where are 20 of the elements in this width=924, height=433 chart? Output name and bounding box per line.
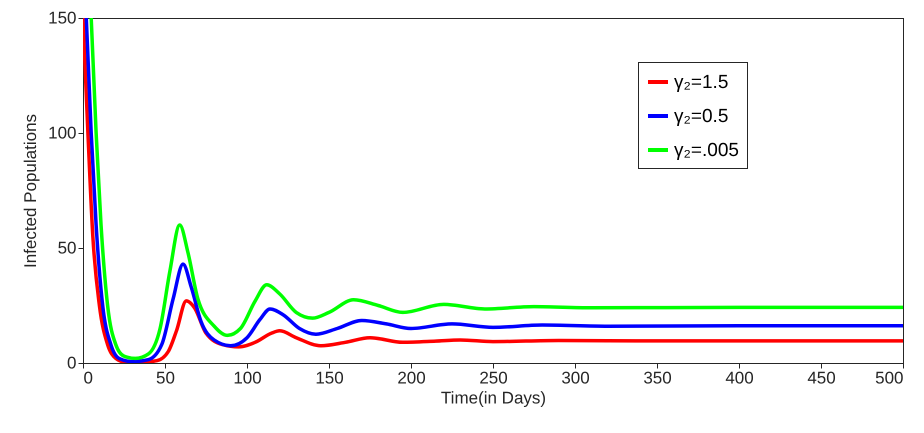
x-axis-title: Time(in Days) [440, 388, 546, 408]
y-tick-label: 100 [48, 124, 76, 142]
legend-label: γ₂=1.5 [674, 72, 728, 93]
x-tick-label: 50 [156, 368, 175, 388]
x-tick-label: 150 [315, 368, 344, 388]
legend-label: γ₂=0.5 [674, 106, 728, 127]
y-axis-title: Infected Populations [21, 114, 40, 268]
x-tick-label: 400 [725, 368, 754, 388]
x-tick-label: 450 [807, 368, 836, 388]
x-tick-label: 500 [875, 368, 904, 388]
x-tick-label: 100 [233, 368, 262, 388]
x-tick-label: 250 [479, 368, 508, 388]
y-tick-label: 150 [48, 8, 76, 28]
legend-label: γ₂=.005 [674, 140, 739, 161]
x-tick-label: 300 [561, 368, 590, 388]
x-tick-label: 350 [643, 368, 672, 388]
y-tick-label: 50 [58, 238, 76, 258]
x-tick-label: 200 [397, 368, 426, 388]
y-tick-label: 0 [67, 354, 76, 372]
x-tick-label: 0 [84, 368, 93, 388]
